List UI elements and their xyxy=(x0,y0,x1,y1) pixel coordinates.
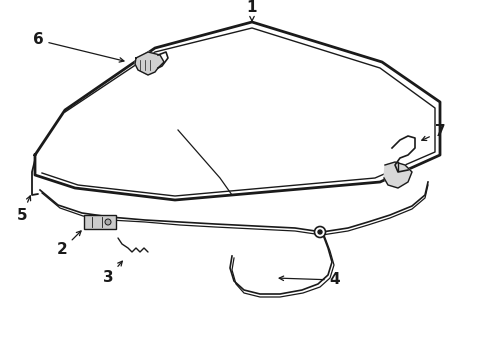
Text: 4: 4 xyxy=(279,273,341,288)
Text: 2: 2 xyxy=(57,231,81,257)
Text: 5: 5 xyxy=(17,196,30,222)
Polygon shape xyxy=(384,162,412,188)
Text: 6: 6 xyxy=(33,32,124,62)
Bar xyxy=(84,215,116,229)
Circle shape xyxy=(318,230,322,234)
Text: 7: 7 xyxy=(422,125,445,140)
Text: 3: 3 xyxy=(103,261,122,285)
Text: 1: 1 xyxy=(247,0,257,21)
Polygon shape xyxy=(135,52,164,75)
Circle shape xyxy=(315,226,325,238)
Circle shape xyxy=(105,219,111,225)
